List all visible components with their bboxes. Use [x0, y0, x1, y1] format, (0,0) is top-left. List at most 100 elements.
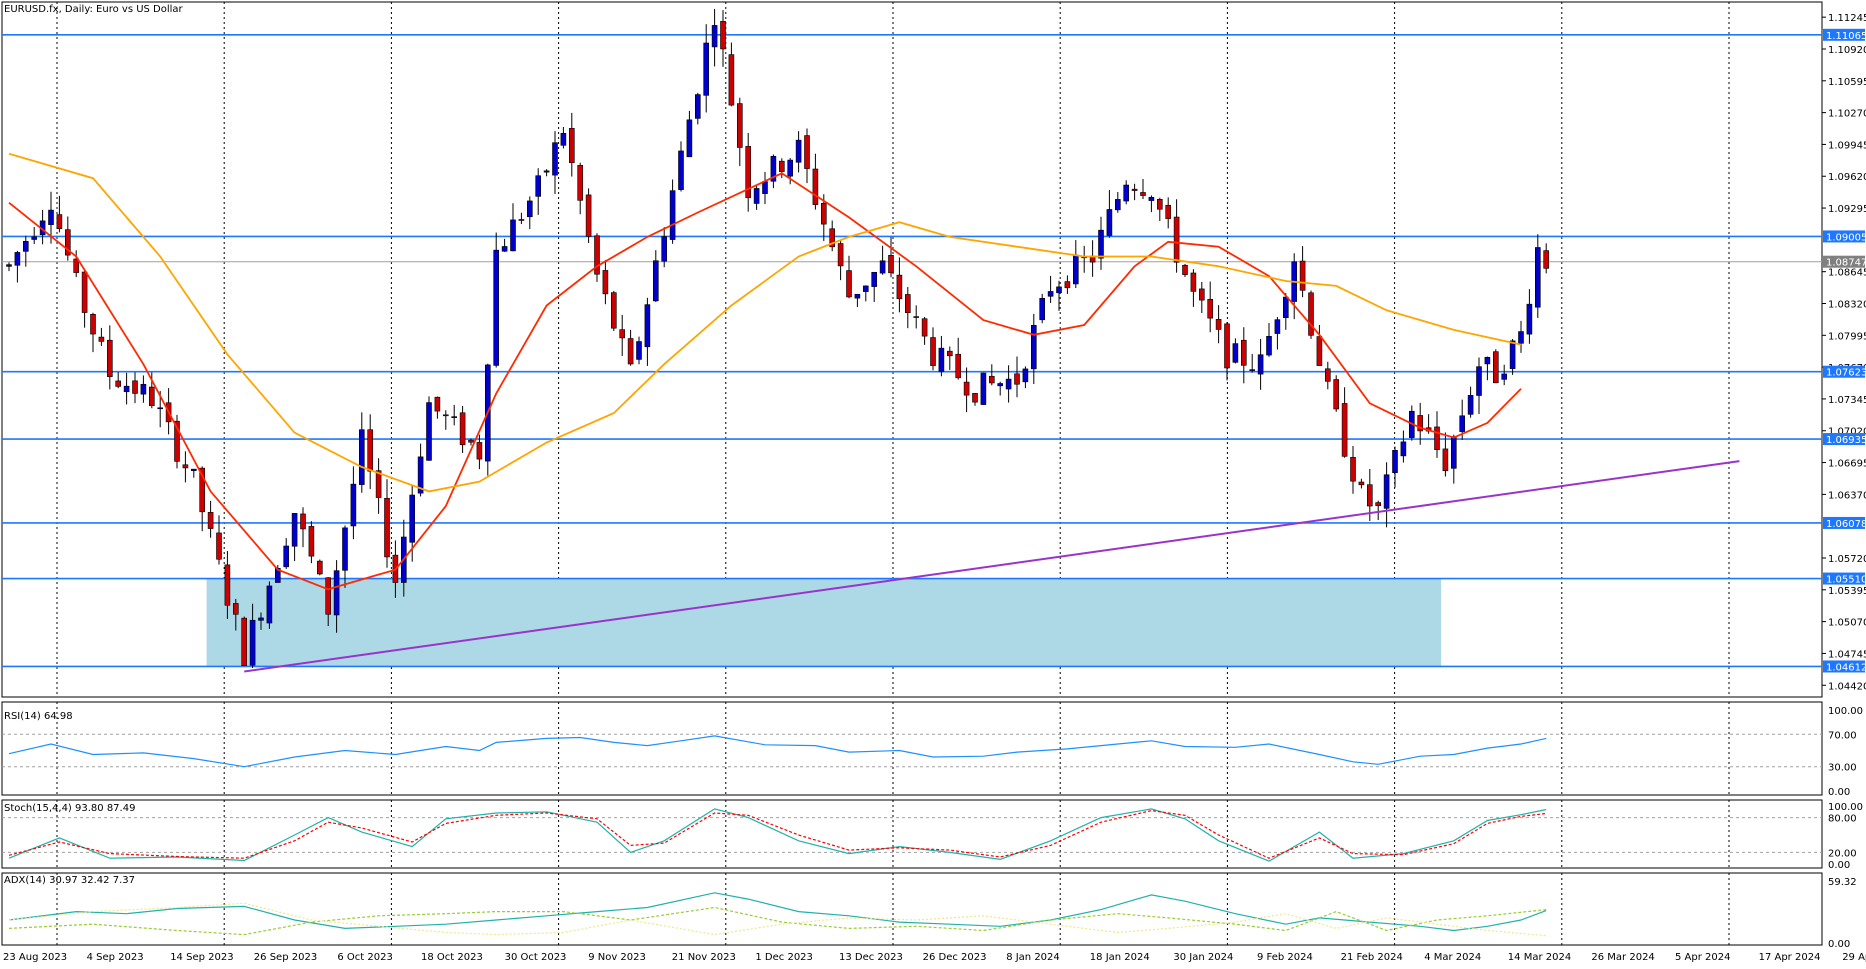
stoch-tick-label: 20.00 [1828, 848, 1857, 859]
candle-body [1182, 264, 1188, 275]
candle-body [703, 42, 710, 96]
panel-frame [1, 799, 1823, 869]
x-tick-label: 26 Mar 2024 [1591, 952, 1654, 963]
x-tick-label: 30 Oct 2023 [505, 952, 567, 963]
candle-body [300, 513, 306, 530]
y-tick-label: 1.10270 [1828, 109, 1866, 120]
rsi-tick-label: 100.00 [1828, 706, 1863, 717]
candle-body [459, 412, 466, 446]
candle-body [451, 416, 458, 418]
x-tick-label: 5 Apr 2024 [1675, 952, 1730, 963]
candle-body [1232, 343, 1239, 363]
candle-body [426, 402, 432, 461]
current-price-label: 1.08747 [1826, 258, 1866, 269]
candle-body [669, 190, 676, 240]
candle-body [182, 464, 189, 469]
candle-body [644, 304, 651, 348]
price-level-label: 1.11065 [1826, 31, 1866, 42]
candle-body [90, 313, 96, 335]
candle-body [552, 142, 558, 176]
price-level-label: 1.05510 [1826, 575, 1866, 586]
stoch-signal-line [8, 809, 1547, 859]
candle-body [274, 567, 281, 583]
stoch-tick-label: 100.00 [1828, 802, 1863, 813]
candle-body [308, 526, 315, 557]
candle-body [812, 168, 819, 205]
panel-frame [1, 701, 1823, 796]
candle-body [1341, 403, 1348, 457]
candle-body [602, 270, 609, 295]
candle-body [132, 380, 138, 394]
candle-body [1484, 356, 1491, 365]
candle-body [770, 155, 777, 182]
candle-body [258, 617, 264, 621]
candle-body [81, 271, 88, 313]
candle-body [543, 170, 550, 173]
panel-frame [1, 872, 1823, 946]
candle-body [199, 467, 205, 513]
candle-body [149, 386, 155, 406]
y-tick-label: 1.06370 [1828, 490, 1866, 501]
candle-body [233, 603, 239, 615]
candle-body [526, 200, 533, 218]
candle-body [140, 383, 147, 395]
y-tick-label: 1.05070 [1828, 618, 1866, 629]
candle-body [1140, 192, 1146, 196]
x-tick-label: 21 Feb 2024 [1341, 952, 1403, 963]
candle-body [594, 235, 600, 275]
price-level-label: 1.04612 [1826, 662, 1866, 673]
y-tick-label: 1.08320 [1828, 299, 1866, 310]
candle-body [350, 483, 357, 527]
candle-body [686, 119, 693, 158]
x-tick-label: 18 Oct 2023 [421, 952, 483, 963]
candle-body [1123, 184, 1129, 202]
candle-body [1283, 296, 1289, 318]
candle-body [778, 160, 785, 172]
candle-body [1476, 366, 1482, 396]
candle-body [325, 577, 332, 615]
candle-body [728, 54, 735, 106]
candle-body [804, 135, 810, 169]
candle-body [1056, 286, 1062, 294]
candle-body [762, 181, 768, 194]
candle-body [1266, 335, 1272, 356]
candle-body [661, 236, 668, 262]
candle-body [1199, 288, 1205, 301]
candle-body [1005, 378, 1012, 390]
rsi-tick-label: 70.00 [1828, 730, 1857, 741]
candle-body [1467, 395, 1474, 415]
candle-body [476, 442, 483, 460]
price-level-tag [1823, 516, 1865, 529]
moving-average-slow [8, 152, 1522, 493]
x-tick-label: 13 Dec 2023 [839, 952, 903, 963]
candle-body [207, 512, 214, 529]
candle-body [1031, 324, 1037, 370]
candle-body [1148, 196, 1155, 201]
candle-body [224, 564, 231, 606]
candle-body [619, 329, 626, 339]
candle-body [560, 132, 567, 146]
x-tick-label: 23 Aug 2023 [3, 952, 67, 963]
candle-body [375, 470, 382, 498]
demand-zone [206, 578, 1442, 667]
candle-body [291, 513, 298, 547]
candle-body [610, 292, 617, 329]
candle-body [1274, 319, 1281, 334]
candle-body [1241, 339, 1247, 366]
candle-body [367, 429, 374, 472]
candle-body [1215, 319, 1222, 330]
x-tick-label: 14 Sep 2023 [170, 952, 233, 963]
candle-body [442, 414, 449, 417]
candle-body [1039, 298, 1045, 321]
candle-body [98, 336, 105, 342]
candle-body [216, 532, 222, 560]
candle-body [434, 396, 441, 412]
candle-body [1308, 292, 1314, 336]
candle-body [904, 294, 911, 313]
candle-body [6, 264, 12, 267]
candle-body [384, 497, 390, 558]
candle-body [980, 372, 987, 405]
